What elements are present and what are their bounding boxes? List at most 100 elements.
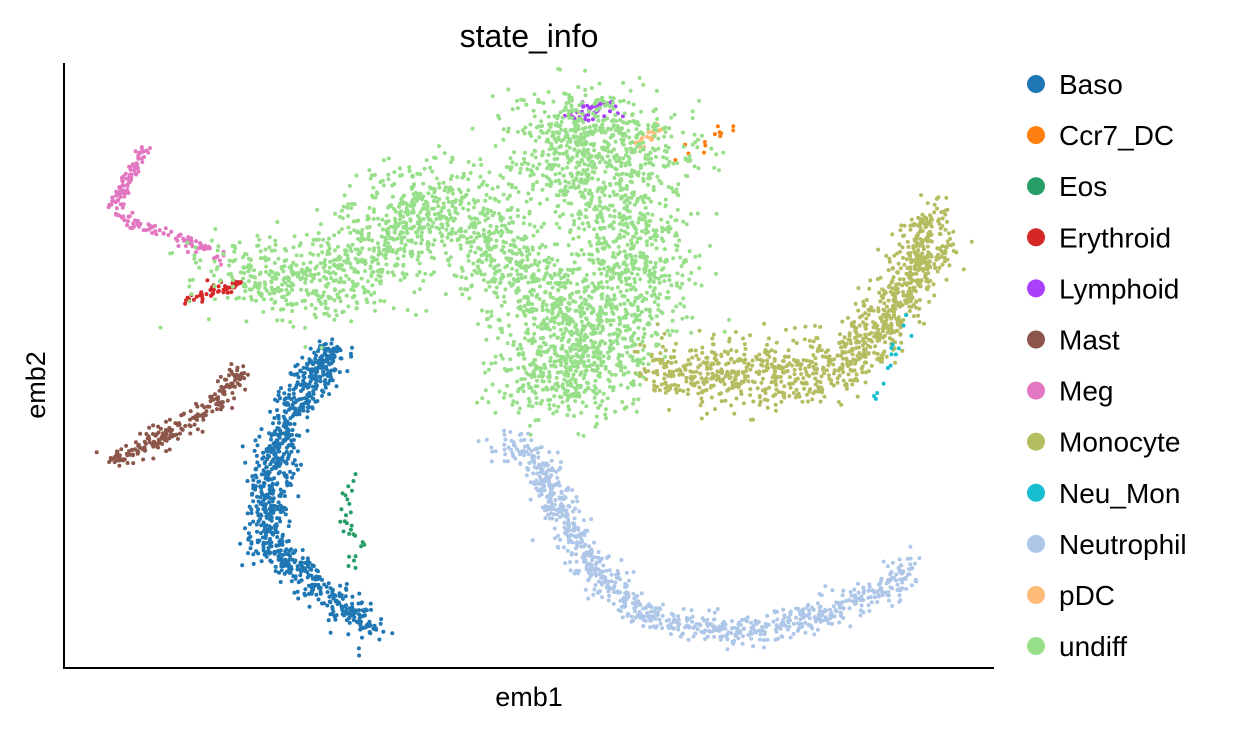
data-point <box>287 548 292 553</box>
data-point <box>256 551 261 556</box>
data-point <box>655 174 660 179</box>
series-mast <box>94 362 250 468</box>
data-point <box>658 127 663 132</box>
data-point <box>357 653 362 658</box>
data-point <box>754 370 759 375</box>
data-point <box>404 230 409 235</box>
data-point <box>362 609 367 614</box>
data-point <box>907 286 912 291</box>
data-point <box>288 469 293 474</box>
data-point <box>347 277 352 282</box>
data-point <box>761 638 766 643</box>
data-point <box>894 578 898 583</box>
data-point <box>552 403 557 408</box>
data-point <box>791 631 796 636</box>
data-point <box>337 214 342 219</box>
data-point <box>470 126 475 131</box>
data-point <box>618 598 623 603</box>
data-point <box>723 622 728 627</box>
data-point <box>718 134 723 139</box>
data-point <box>258 495 263 500</box>
data-point <box>718 625 723 629</box>
data-point <box>820 354 825 359</box>
data-point <box>489 209 494 213</box>
data-point <box>266 549 271 553</box>
data-point <box>932 210 937 215</box>
data-point <box>937 265 942 270</box>
data-point <box>719 399 724 404</box>
data-point <box>616 590 621 595</box>
data-point <box>627 276 632 281</box>
data-point <box>645 135 650 139</box>
data-point <box>827 354 832 359</box>
data-point <box>512 150 517 155</box>
data-point <box>822 394 827 399</box>
data-point <box>840 600 845 605</box>
data-point <box>644 239 649 244</box>
data-point <box>586 596 591 601</box>
data-point <box>657 280 662 285</box>
data-point <box>524 322 528 326</box>
data-point <box>904 587 909 591</box>
data-point <box>361 285 366 290</box>
data-point <box>898 332 903 337</box>
data-point <box>788 609 793 614</box>
data-point <box>746 379 751 384</box>
data-point <box>840 593 845 598</box>
data-point <box>556 322 561 326</box>
data-point <box>521 221 526 226</box>
data-point <box>610 286 614 291</box>
data-point <box>899 586 903 591</box>
data-point <box>649 199 653 204</box>
data-point <box>485 317 489 322</box>
data-point <box>943 227 948 232</box>
data-point <box>313 356 318 361</box>
data-point <box>636 397 641 402</box>
data-point <box>146 227 151 232</box>
data-point <box>827 376 832 381</box>
data-point <box>826 348 830 353</box>
data-point <box>921 238 926 243</box>
data-point <box>922 321 926 326</box>
data-point <box>764 349 769 354</box>
data-point <box>256 507 261 512</box>
data-point <box>708 366 713 371</box>
data-point <box>678 634 683 639</box>
data-point <box>689 330 694 335</box>
data-point <box>493 449 498 454</box>
data-point <box>583 388 588 393</box>
data-point <box>881 381 886 386</box>
data-point <box>539 445 544 450</box>
data-point <box>820 613 825 618</box>
data-point <box>626 594 631 599</box>
data-point <box>272 432 277 437</box>
data-point <box>828 616 833 621</box>
data-point <box>538 481 543 486</box>
data-point <box>344 513 348 518</box>
data-point <box>266 453 270 458</box>
data-point <box>691 634 696 639</box>
data-point <box>599 575 604 580</box>
data-point <box>740 634 745 639</box>
data-point <box>786 348 791 353</box>
data-point <box>887 283 892 288</box>
data-point <box>148 146 152 151</box>
data-point <box>864 322 869 327</box>
data-point <box>885 311 889 315</box>
data-point <box>273 529 278 534</box>
data-point <box>662 381 667 386</box>
data-point <box>862 360 867 365</box>
data-point <box>882 301 887 306</box>
data-point <box>875 351 880 356</box>
data-point <box>122 457 127 462</box>
data-point <box>803 630 808 635</box>
data-point <box>127 172 132 177</box>
data-point <box>309 567 314 572</box>
data-point <box>745 615 750 620</box>
data-point <box>715 607 720 611</box>
data-point <box>230 406 235 410</box>
data-point <box>546 512 550 517</box>
data-point <box>542 488 547 493</box>
data-point <box>782 354 787 359</box>
data-point <box>329 353 334 357</box>
